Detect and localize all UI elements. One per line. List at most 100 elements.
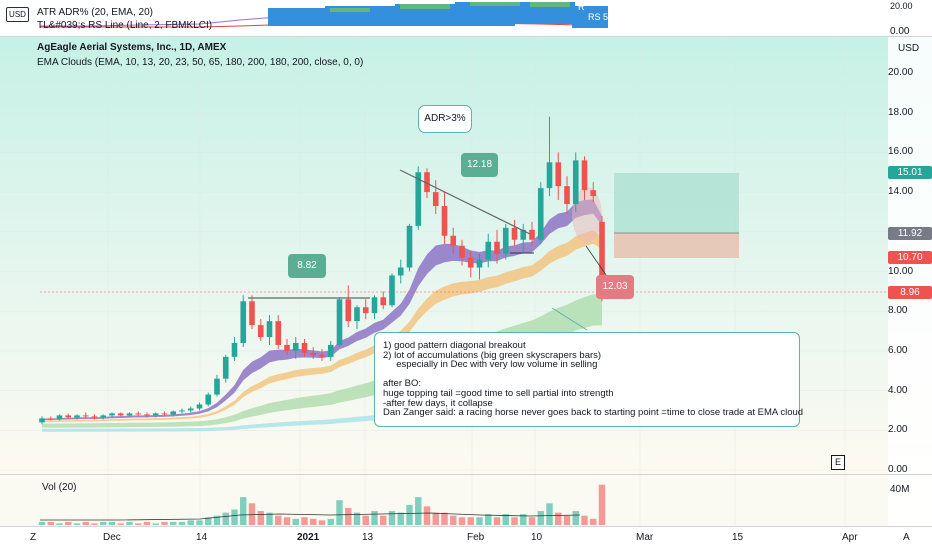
candle-body[interactable] <box>599 221 605 293</box>
candle-body[interactable] <box>459 245 465 258</box>
candle-body[interactable] <box>196 404 203 409</box>
volume-bar[interactable] <box>231 509 238 526</box>
candle-body[interactable] <box>39 418 45 423</box>
volume-bar[interactable] <box>563 515 571 525</box>
candle-body[interactable] <box>240 301 247 343</box>
volume-bar[interactable] <box>222 512 229 525</box>
volume-bar[interactable] <box>240 497 247 525</box>
volume-bar[interactable] <box>275 515 282 525</box>
candle-body[interactable] <box>47 418 54 420</box>
indicator-rs-line[interactable]: TL&#039;s RS Line (Line, 2, FBMKLCI) <box>37 20 213 31</box>
candle-body[interactable] <box>82 415 89 417</box>
candle-body[interactable] <box>161 413 168 415</box>
volume-bar[interactable] <box>467 517 474 525</box>
candle-body[interactable] <box>380 297 387 306</box>
candle-body[interactable] <box>109 413 115 416</box>
candle-body[interactable] <box>117 413 124 416</box>
volume-bar[interactable] <box>406 504 413 525</box>
candle-body[interactable] <box>91 416 98 418</box>
candle-body[interactable] <box>362 307 369 314</box>
candle-body[interactable] <box>179 410 185 412</box>
candle-body[interactable] <box>100 415 107 418</box>
volume-bar[interactable] <box>196 520 203 525</box>
volume-bar[interactable] <box>598 484 606 525</box>
volume-bar[interactable] <box>108 521 116 525</box>
volume-bar[interactable] <box>371 511 378 525</box>
volume-label[interactable]: Vol (20) <box>42 482 77 493</box>
volume-bar[interactable] <box>73 523 81 525</box>
candle-body[interactable] <box>214 378 220 395</box>
volume-bar[interactable] <box>100 521 107 525</box>
volume-bar[interactable] <box>362 515 369 525</box>
volume-bar[interactable] <box>178 521 186 525</box>
auto-scale-button[interactable]: A <box>903 532 910 543</box>
volume-bar[interactable] <box>572 511 579 525</box>
volume-bar[interactable] <box>476 517 483 525</box>
volume-bar[interactable] <box>266 512 273 525</box>
candle-body[interactable] <box>520 229 527 240</box>
candle-body[interactable] <box>494 241 500 254</box>
candle-body[interactable] <box>319 354 325 357</box>
volume-bar[interactable] <box>152 523 159 525</box>
volume-bar[interactable] <box>187 520 194 525</box>
candle-body[interactable] <box>415 172 422 226</box>
candle-body[interactable] <box>485 241 492 260</box>
candle-body[interactable] <box>170 411 177 415</box>
candle-body[interactable] <box>56 415 63 420</box>
volume-bar[interactable] <box>213 515 221 525</box>
candle-body[interactable] <box>249 301 255 326</box>
candle-body[interactable] <box>205 394 212 405</box>
candle-body[interactable] <box>144 414 150 416</box>
candle-body[interactable] <box>275 321 282 345</box>
ema-clouds-label[interactable]: EMA Clouds (EMA, 10, 13, 20, 23, 50, 65,… <box>37 57 364 68</box>
candle-body[interactable] <box>397 267 404 276</box>
volume-bar[interactable] <box>423 506 431 525</box>
candle-body[interactable] <box>152 413 159 416</box>
top-currency-badge[interactable]: USD <box>6 7 29 22</box>
candle-body[interactable] <box>450 235 457 246</box>
candle-body[interactable] <box>581 160 588 191</box>
candle-body[interactable] <box>432 192 439 206</box>
volume-bar[interactable] <box>205 517 212 525</box>
volume-bar[interactable] <box>56 523 63 525</box>
volume-bar[interactable] <box>161 521 168 525</box>
candle-body[interactable] <box>257 325 264 338</box>
adr-callout[interactable]: ADR>3% <box>418 105 472 133</box>
volume-bar[interactable] <box>336 500 343 525</box>
volume-bar[interactable] <box>283 517 291 525</box>
volume-bar[interactable] <box>82 521 89 525</box>
candle-body[interactable] <box>546 162 553 189</box>
candle-body[interactable] <box>371 297 378 314</box>
candle-body[interactable] <box>336 299 343 345</box>
volume-bar[interactable] <box>327 518 334 525</box>
volume-bar[interactable] <box>126 521 133 525</box>
candle-body[interactable] <box>284 344 290 351</box>
volume-bar[interactable] <box>432 512 439 525</box>
volume-bar[interactable] <box>493 517 501 525</box>
volume-bar[interactable] <box>135 523 142 525</box>
volume-bar[interactable] <box>353 512 361 525</box>
zoom-button[interactable]: Z <box>30 532 37 543</box>
volume-bar[interactable] <box>310 518 317 525</box>
volume-bar[interactable] <box>415 497 422 525</box>
volume-bar[interactable] <box>318 520 326 525</box>
volume-bar[interactable] <box>388 511 396 525</box>
candle-body[interactable] <box>572 160 579 205</box>
candle-body[interactable] <box>476 259 483 268</box>
volume-bar[interactable] <box>590 518 597 525</box>
candle-body[interactable] <box>65 415 72 418</box>
volume-bar[interactable] <box>528 517 536 525</box>
volume-bar[interactable] <box>520 514 527 525</box>
callout-12-03[interactable]: 12.03 <box>596 275 634 299</box>
volume-bar[interactable] <box>441 512 448 525</box>
volume-bar[interactable] <box>537 511 544 525</box>
volume-bar[interactable] <box>117 523 124 525</box>
volume-bar[interactable] <box>143 521 151 525</box>
candle-body[interactable] <box>222 356 229 379</box>
callout-8-82[interactable]: 8.82 <box>288 254 326 278</box>
volume-bar[interactable] <box>345 507 352 525</box>
volume-bar[interactable] <box>257 511 264 525</box>
candle-body[interactable] <box>389 275 395 306</box>
volume-bar[interactable] <box>292 518 299 525</box>
